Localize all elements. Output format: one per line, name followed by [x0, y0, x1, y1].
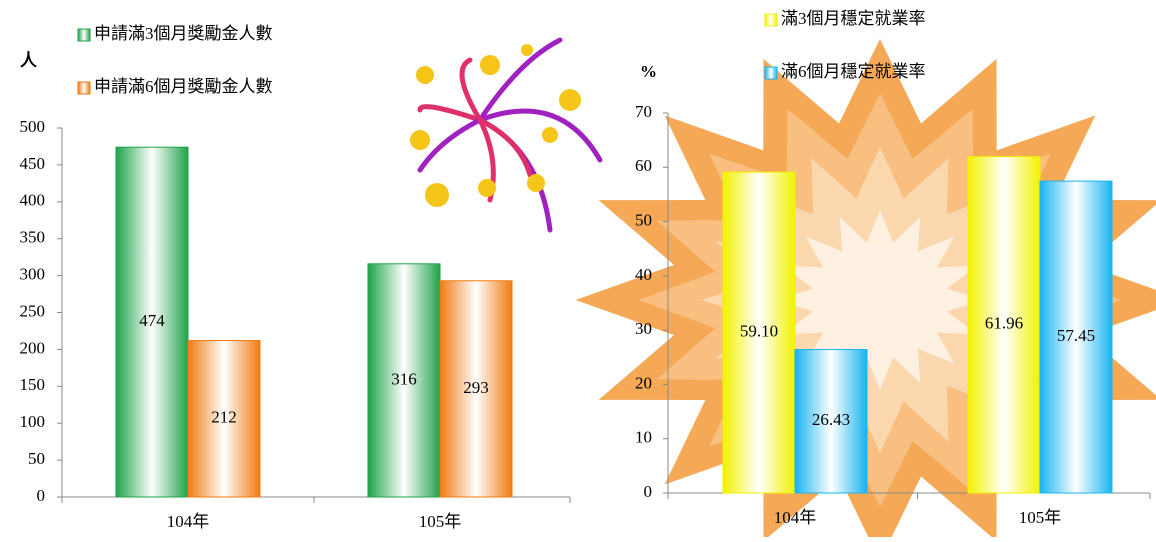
- x-tick-label: 104年: [167, 512, 210, 531]
- y-axis-label: 人: [20, 51, 38, 70]
- y-tick-label: 150: [20, 375, 46, 394]
- y-tick-label: 60: [635, 156, 652, 175]
- data-label: 59.10: [740, 321, 778, 340]
- y-tick-label: 0: [37, 486, 46, 505]
- y-tick-label: 40: [635, 265, 652, 284]
- x-tick-label: 105年: [419, 512, 462, 531]
- legend-label: 滿6個月穩定就業率: [781, 62, 926, 81]
- y-tick-label: 100: [20, 412, 46, 431]
- y-tick-label: 50: [28, 449, 45, 468]
- y-tick-label: 300: [20, 265, 46, 284]
- data-label: 57.45: [1057, 326, 1095, 345]
- y-tick-label: 20: [635, 373, 652, 392]
- y-tick-label: 400: [20, 191, 46, 210]
- y-tick-label: 50: [635, 210, 652, 229]
- data-label: 474: [139, 311, 165, 330]
- data-label: 26.43: [812, 410, 850, 429]
- y-tick-label: 450: [20, 154, 46, 173]
- y-tick-label: 350: [20, 228, 46, 247]
- y-tick-label: 70: [635, 102, 652, 121]
- legend-marker: [765, 14, 777, 26]
- data-label: 293: [463, 378, 489, 397]
- legend-marker: [78, 29, 90, 41]
- legend-label: 申請滿3個月獎勵金人數: [94, 24, 273, 43]
- y-tick-label: 10: [635, 428, 652, 447]
- data-label: 61.96: [985, 314, 1023, 333]
- y-tick-label: 500: [20, 117, 46, 136]
- y-tick-label: 0: [644, 482, 653, 501]
- legend-label: 滿3個月穩定就業率: [781, 9, 926, 28]
- legend-marker: [765, 67, 777, 79]
- y-axis-label: %: [640, 62, 657, 81]
- x-tick-label: 104年: [774, 508, 817, 527]
- data-label: 212: [211, 408, 237, 427]
- x-tick-label: 105年: [1019, 508, 1062, 527]
- stars: [410, 44, 581, 207]
- legend-label: 申請滿6個月獎勵金人數: [94, 77, 273, 96]
- y-tick-label: 250: [20, 301, 46, 320]
- data-label: 316: [391, 369, 417, 388]
- y-tick-label: 200: [20, 338, 46, 357]
- legend-marker: [78, 82, 90, 94]
- y-tick-label: 30: [635, 319, 652, 338]
